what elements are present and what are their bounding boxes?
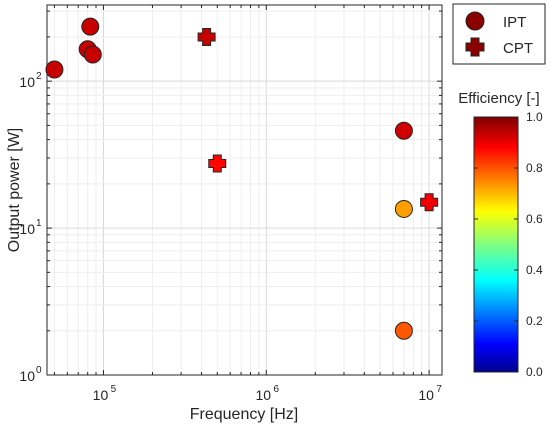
ipt-point: [394, 121, 413, 140]
y-tick-label: 10 1: [19, 218, 42, 237]
colorbar-tick-label: 0.6: [526, 212, 543, 226]
x-tick-label-base: 10: [418, 387, 434, 403]
ipt-point: [81, 17, 100, 36]
colorbar-tick-label: 1.0: [526, 110, 543, 124]
legend-cpt-label: CPT: [503, 40, 533, 57]
colorbar-label: Efficiency [-]: [458, 90, 539, 107]
y-tick-label-exponent: 2: [36, 71, 42, 82]
x-tick-label-base: 10: [255, 387, 271, 403]
x-tick-label-exponent: 7: [436, 384, 442, 395]
colorbar-tick-label: 0.4: [526, 263, 543, 277]
cpt-point: [197, 27, 216, 46]
y-tick-label-exponent: 1: [36, 218, 42, 229]
colorbar-tick-label: 0.2: [526, 314, 543, 328]
x-tick-labels: 10 5 10 6 10 7: [93, 384, 443, 403]
x-tick-label-exponent: 5: [111, 384, 117, 395]
ipt-point: [83, 45, 102, 64]
ipt-point: [394, 199, 413, 218]
legend: IPT CPT: [452, 3, 546, 65]
colorbar-ticks: 0.0 0.2 0.4 0.6 0.8 1.0: [474, 110, 543, 379]
colorbar: Efficiency [-] 0.0 0.2 0.4 0.6 0.8 1.0: [458, 90, 543, 379]
data-points: [45, 17, 439, 340]
ipt-point: [394, 321, 413, 340]
axis-ticks: [47, 5, 442, 376]
plot-frame: [46, 4, 443, 376]
colorbar-tick-label: 0.0: [526, 365, 543, 379]
x-tick-label: 10 6: [255, 384, 279, 403]
y-tick-label-base: 10: [19, 221, 35, 237]
x-tick-label-base: 10: [93, 387, 109, 403]
legend-box: [452, 3, 546, 65]
y-tick-label: 10 2: [19, 71, 42, 90]
cpt-point: [208, 154, 227, 173]
x-tick-label: 10 5: [93, 384, 117, 403]
y-tick-label-base: 10: [19, 74, 35, 90]
legend-ipt-label: IPT: [503, 14, 526, 31]
y-axis-label: Output power [W]: [6, 128, 23, 253]
legend-ipt-marker: [465, 11, 485, 31]
cpt-point: [420, 193, 439, 212]
x-tick-label: 10 7: [418, 384, 442, 403]
y-tick-label-exponent: 0: [36, 365, 42, 376]
x-tick-label-exponent: 6: [274, 384, 280, 395]
x-axis-label: Frequency [Hz]: [190, 406, 298, 423]
y-tick-label-base: 10: [19, 368, 35, 384]
colorbar-gradient: [473, 116, 519, 373]
colorbar-tick-label: 0.8: [526, 161, 543, 175]
plot-background: [47, 5, 442, 375]
y-tick-label: 10 0: [19, 365, 42, 384]
legend-cpt-marker: [465, 37, 485, 57]
ipt-point: [45, 60, 64, 79]
